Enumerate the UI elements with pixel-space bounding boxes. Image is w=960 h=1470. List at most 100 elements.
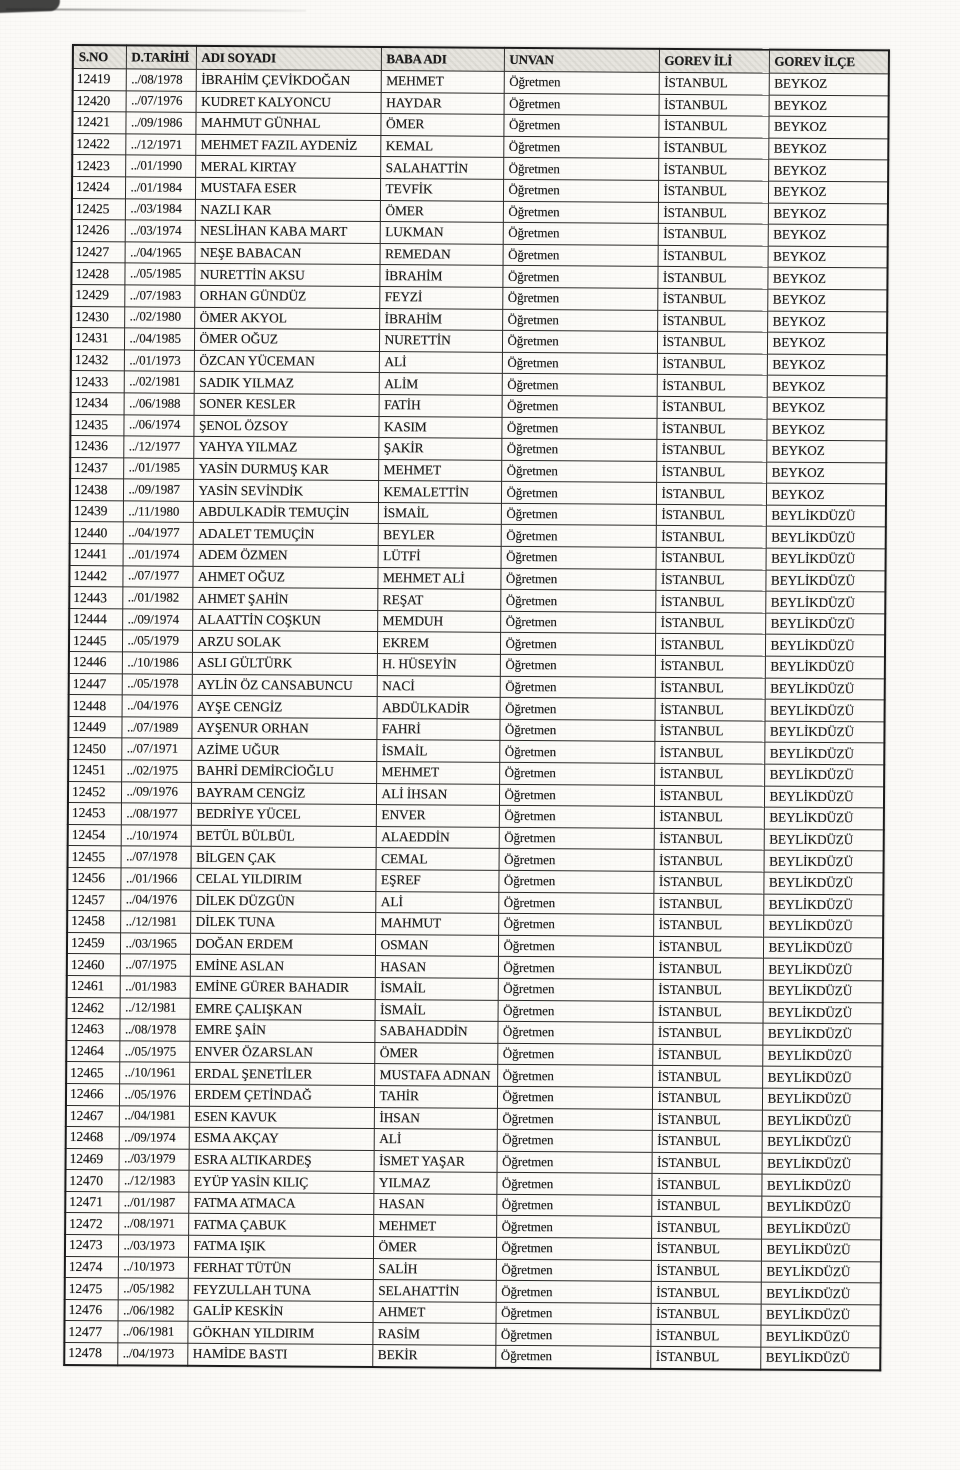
cell-birth-date: ../04/1976 [121,695,192,718]
cell-duty-province: İSTANBUL [655,547,766,570]
cell-birth-date: ../06/1988 [123,392,194,415]
cell-father-name: SALİH [372,1258,496,1281]
cell-full-name: FEYZULLAH TUNA [187,1278,373,1302]
cell-birth-date: ../03/1965 [119,932,191,955]
cell-birth-date: ../03/1973 [117,1234,189,1257]
cell-birth-date: ../02/1980 [124,306,195,329]
cell-birth-date: ../09/1987 [122,479,194,502]
cell-sno: 12459 [66,932,121,955]
cell-birth-date: ../12/1983 [118,1170,189,1193]
cell-title: Öğretmen [498,870,654,893]
cell-sno: 12468 [65,1126,119,1149]
cell-title: Öğretmen [496,1086,653,1109]
cell-duty-province: İSTANBUL [655,612,766,635]
cell-full-name: ESRA ALTIKARDEŞ [188,1148,374,1172]
cell-birth-date: ../08/1978 [119,1018,190,1042]
cell-sno: 12466 [65,1083,120,1106]
cell-title: Öğretmen [498,913,654,937]
cell-title: Öğretmen [497,956,653,980]
cell-father-name: ABDÜLKADİR [376,696,500,720]
cell-father-name: İSMAİL [377,502,501,525]
cell-duty-district: BEYLİKDÜZÜ [761,1131,882,1154]
cell-duty-district: BEYLİKDÜZÜ [765,612,886,636]
cell-duty-district: BEYLİKDÜZÜ [762,936,884,960]
cell-full-name: ESMA AKÇAY [188,1127,374,1151]
cell-birth-date: ../06/1974 [123,414,194,437]
cell-duty-district: BEYLİKDÜZÜ [765,526,886,549]
cell-title: Öğretmen [503,136,659,159]
cell-duty-district: BEYKOZ [766,418,887,442]
cell-title: Öğretmen [499,762,655,785]
cell-title: Öğretmen [495,1302,651,1325]
cell-title: Öğretmen [498,848,654,872]
cell-sno: 12448 [68,694,122,717]
cell-title: Öğretmen [502,179,659,202]
cell-sno: 12450 [68,737,122,760]
cell-sno: 12463 [66,1018,120,1041]
cell-duty-district: BEYKOZ [767,289,888,312]
cell-sno: 12425 [71,198,125,221]
cell-full-name: NAZLI KAR [194,198,380,222]
cell-birth-date: ../05/1982 [117,1278,188,1301]
cell-father-name: MEHMET ALİ [377,567,501,590]
cell-duty-province: İSTANBUL [657,288,768,311]
cell-father-name: SALAHATTİN [380,156,504,180]
cell-sno: 12473 [64,1234,119,1257]
cell-sno: 12439 [69,500,123,523]
cell-duty-province: İSTANBUL [652,1000,763,1024]
cell-duty-province: İSTANBUL [657,245,768,268]
cell-sno: 12437 [70,457,124,480]
cell-full-name: AZİME UĞUR [191,738,377,762]
cell-father-name: İSMAİL [374,977,498,1000]
cell-title: Öğretmen [502,308,658,332]
cell-father-name: HAYDAR [380,92,504,115]
cell-full-name: YASİN SEVİNDİK [192,479,379,503]
cell-title: Öğretmen [497,978,653,1001]
cell-father-name: MUSTAFA ADNAN [374,1063,498,1087]
cell-sno: 12422 [72,133,126,156]
cell-duty-district: BEYLİKDÜZÜ [762,1066,883,1089]
cell-birth-date: ../08/1971 [118,1213,189,1236]
cell-title: Öğretmen [500,524,656,548]
cell-duty-district: BEYKOZ [766,440,887,463]
cell-duty-district: BEYLİKDÜZÜ [763,850,884,873]
header-duty-district: GOREV İLÇE [768,49,889,74]
cell-sno: 12461 [66,975,120,998]
cell-title: Öğretmen [500,568,656,591]
cell-birth-date: ../04/1977 [122,522,193,545]
cell-sno: 12456 [67,867,121,890]
cell-father-name: SELAHATTİN [372,1279,496,1303]
cell-full-name: DOĞAN ERDEM [189,933,376,956]
cell-father-name: ALİ İHSAN [375,783,500,806]
cell-title: Öğretmen [495,1323,651,1347]
cell-sno: 12447 [68,673,122,696]
cell-birth-date: ../09/1974 [122,608,193,631]
cell-father-name: NACİ [376,675,500,698]
header-sno: S.NO [72,45,126,69]
cell-sno: 12432 [70,349,124,372]
cell-duty-district: BEYLİKDÜZÜ [764,742,885,765]
cell-sno: 12471 [65,1191,119,1214]
cell-title: Öğretmen [501,460,657,483]
cell-full-name: BİLGEN ÇAK [190,846,376,870]
cell-father-name: TAHİR [373,1085,498,1108]
cell-father-name: SABAHADDİN [374,1020,498,1044]
cell-duty-province: İSTANBUL [655,504,766,527]
cell-full-name: MAHMUT GÜNHAL [195,112,381,136]
cell-father-name: ÖMER [374,1042,498,1065]
cell-birth-date: ../01/1987 [118,1191,189,1214]
cell-duty-district: BEYLİKDÜZÜ [760,1282,881,1305]
cell-father-name: REŞAT [377,588,501,612]
cell-title: Öğretmen [499,719,655,742]
cell-full-name: KUDRET KALYONCU [195,90,381,114]
cell-duty-district: BEYLİKDÜZÜ [763,872,884,895]
cell-birth-date: ../07/1971 [121,738,192,761]
cell-duty-district: BEYLİKDÜZÜ [760,1239,882,1262]
cell-birth-date: ../09/1976 [120,781,192,804]
cell-birth-date: ../04/1965 [124,241,195,264]
cell-full-name: ABDULKADİR TEMUÇİN [192,501,378,525]
cell-sno: 12435 [70,413,124,436]
cell-duty-province: İSTANBUL [651,1130,762,1153]
cell-father-name: EKREM [376,631,501,655]
cell-sno: 12457 [67,889,121,911]
